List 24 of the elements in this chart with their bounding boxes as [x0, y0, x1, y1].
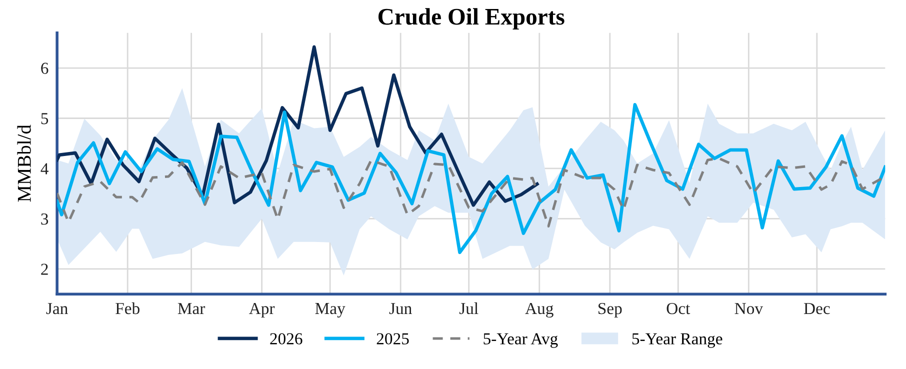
- y-tick-label: 6: [41, 62, 48, 74]
- chart-title: Crude Oil Exports: [378, 8, 564, 30]
- x-tick-label: Feb: [116, 302, 140, 314]
- y-tick-label: 2: [41, 264, 48, 275]
- x-tick-label: Apr: [249, 302, 275, 318]
- x-tick-label: Jan: [46, 303, 68, 314]
- x-tick-label: Dec: [804, 303, 830, 314]
- legend-label: 5-Year Avg: [484, 333, 558, 348]
- x-tick-label: Nov: [734, 303, 764, 314]
- y-tick-label: 3: [41, 213, 48, 225]
- x-tick-label: Mar: [178, 303, 206, 314]
- x-tick-label: May: [315, 303, 346, 318]
- x-tick-label: Jun: [389, 303, 412, 314]
- x-tick-label: Jul: [459, 302, 478, 314]
- x-tick-label: Oct: [666, 302, 690, 314]
- legend-label: 2026: [270, 333, 302, 344]
- x-tick-label: Aug: [525, 302, 554, 318]
- y-tick-label: 4: [40, 163, 48, 174]
- x-tick-label: Sep: [598, 302, 622, 318]
- y-axis-title: MMBbl/d: [17, 124, 31, 202]
- line-series: [57, 45, 539, 207]
- legend-label: 2025: [376, 333, 409, 344]
- y-tick-label: 5: [41, 113, 48, 124]
- legend-label: 5-Year Range: [632, 333, 722, 348]
